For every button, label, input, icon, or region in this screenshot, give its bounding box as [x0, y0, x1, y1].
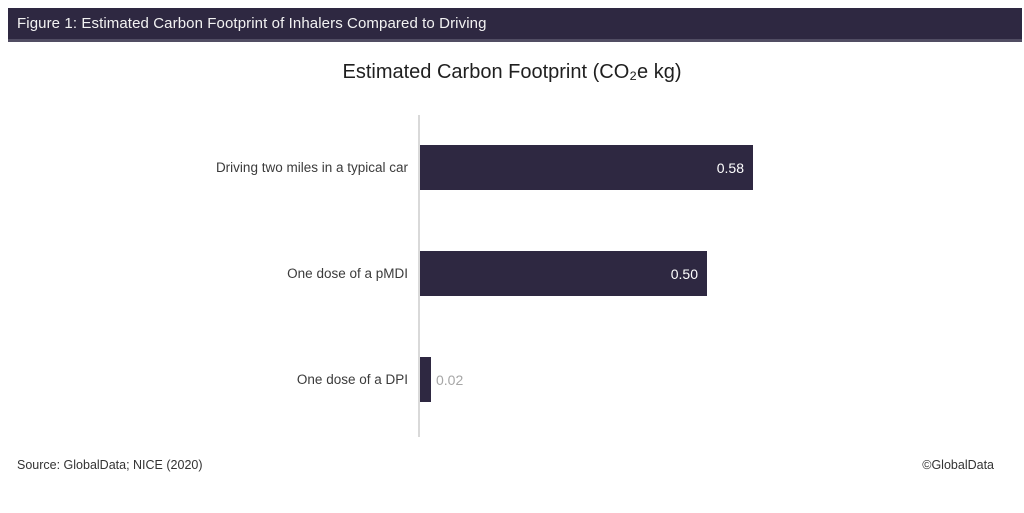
chart-title: Estimated Carbon Footprint (CO₂e kg)	[342, 61, 682, 83]
axis-line	[418, 115, 420, 437]
bar-value: 0.02	[436, 371, 464, 388]
bar-row-dpi: One dose of a DPI 0.02	[0, 357, 1024, 402]
bar-label: One dose of a pMDI	[287, 266, 408, 281]
bar-row-pmdi: One dose of a pMDI 0.50	[0, 251, 1024, 296]
bar-value: 0.58	[716, 159, 744, 176]
bar-label: Driving two miles in a typical car	[215, 160, 408, 175]
bar-track: 0.02	[420, 357, 1024, 402]
bar-driving: 0.58	[420, 145, 753, 190]
copyright-note: ©GlobalData	[922, 458, 994, 472]
bar-dpi	[420, 357, 431, 402]
chart-plot-area: Driving two miles in a typical car 0.58 …	[0, 115, 1024, 437]
figure-header: Figure 1: Estimated Carbon Footprint of …	[8, 8, 1022, 42]
bar-track: 0.50	[420, 251, 1024, 296]
bar-label: One dose of a DPI	[296, 372, 408, 387]
bar-value: 0.50	[670, 265, 698, 282]
bar-row-driving: Driving two miles in a typical car 0.58	[0, 145, 1024, 190]
source-note: Source: GlobalData; NICE (2020)	[17, 458, 203, 472]
figure-title: Figure 1: Estimated Carbon Footprint of …	[17, 15, 487, 32]
bar-track: 0.58	[420, 145, 1024, 190]
bar-pmdi: 0.50	[420, 251, 707, 296]
